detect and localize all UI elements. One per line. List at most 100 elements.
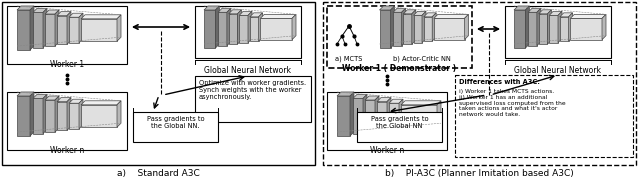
- Polygon shape: [239, 11, 252, 15]
- Polygon shape: [69, 13, 83, 17]
- Polygon shape: [528, 8, 541, 12]
- Bar: [389, 103, 399, 129]
- Polygon shape: [434, 14, 468, 18]
- Polygon shape: [218, 8, 231, 12]
- Bar: [33, 12, 43, 48]
- Bar: [365, 100, 375, 132]
- Polygon shape: [525, 6, 529, 48]
- Polygon shape: [117, 101, 121, 127]
- Bar: [377, 102, 387, 130]
- Text: Global Neural Network: Global Neural Network: [515, 66, 602, 75]
- Polygon shape: [570, 14, 606, 18]
- Bar: [218, 12, 227, 46]
- Bar: [327, 6, 472, 68]
- Bar: [45, 14, 55, 46]
- Bar: [195, 6, 301, 58]
- Polygon shape: [402, 8, 406, 46]
- Polygon shape: [81, 15, 121, 19]
- Polygon shape: [424, 13, 436, 17]
- Polygon shape: [292, 14, 296, 40]
- Bar: [327, 92, 447, 150]
- Bar: [403, 14, 412, 44]
- Bar: [380, 10, 390, 48]
- Polygon shape: [568, 13, 573, 41]
- Polygon shape: [389, 99, 403, 103]
- Polygon shape: [55, 10, 59, 46]
- Bar: [69, 103, 79, 129]
- Text: a)    Standard A3C: a) Standard A3C: [117, 169, 200, 177]
- Polygon shape: [17, 92, 34, 96]
- Bar: [69, 17, 79, 43]
- Polygon shape: [549, 11, 562, 15]
- Text: i) Worker 1 takes MCTS actions.
ii) Worker 1 has an additional
supervised loss c: i) Worker 1 takes MCTS actions. ii) Work…: [459, 89, 566, 117]
- Bar: [549, 15, 558, 43]
- Bar: [528, 12, 537, 46]
- Polygon shape: [558, 11, 562, 43]
- Polygon shape: [602, 14, 606, 40]
- Polygon shape: [337, 92, 354, 96]
- Bar: [33, 98, 43, 134]
- Bar: [401, 105, 437, 127]
- Bar: [250, 17, 259, 41]
- Bar: [45, 100, 55, 132]
- Bar: [133, 112, 218, 142]
- Text: Pass gradients to
the Global NN: Pass gradients to the Global NN: [371, 116, 428, 129]
- Polygon shape: [422, 11, 426, 43]
- Polygon shape: [79, 99, 83, 129]
- Polygon shape: [30, 92, 34, 136]
- Bar: [17, 10, 30, 50]
- Bar: [455, 75, 633, 157]
- Text: Worker n: Worker n: [50, 146, 84, 155]
- Bar: [2, 2, 315, 165]
- Bar: [323, 2, 636, 165]
- Polygon shape: [79, 13, 83, 43]
- Polygon shape: [45, 10, 59, 14]
- Text: Optimize with worker gradients.
Synch weights with the worker
asynchronously.: Optimize with worker gradients. Synch we…: [199, 80, 306, 100]
- Polygon shape: [403, 10, 416, 14]
- Bar: [195, 76, 311, 122]
- Bar: [17, 96, 30, 136]
- Polygon shape: [401, 101, 441, 105]
- Bar: [260, 18, 292, 40]
- Bar: [570, 18, 602, 40]
- Polygon shape: [465, 14, 468, 40]
- Polygon shape: [413, 11, 426, 15]
- Polygon shape: [547, 10, 552, 44]
- Bar: [393, 12, 402, 46]
- Polygon shape: [204, 6, 220, 10]
- Text: Worker 1: Worker 1: [50, 60, 84, 69]
- Polygon shape: [237, 10, 241, 44]
- Polygon shape: [250, 13, 262, 17]
- Text: Worker n: Worker n: [370, 146, 404, 155]
- Bar: [539, 14, 547, 44]
- Text: Differences with A3C:: Differences with A3C:: [459, 79, 540, 85]
- Bar: [81, 105, 117, 127]
- Polygon shape: [30, 6, 34, 50]
- Polygon shape: [57, 98, 71, 102]
- Bar: [81, 19, 117, 41]
- Polygon shape: [69, 99, 83, 103]
- Polygon shape: [67, 98, 71, 130]
- Bar: [57, 102, 67, 130]
- Polygon shape: [380, 6, 394, 10]
- Polygon shape: [390, 6, 394, 48]
- Polygon shape: [33, 94, 47, 98]
- Bar: [57, 16, 67, 44]
- Text: Worker 1 ( Demonstrator ): Worker 1 ( Demonstrator ): [342, 64, 456, 73]
- Polygon shape: [216, 6, 220, 48]
- Polygon shape: [55, 96, 59, 132]
- Bar: [434, 18, 465, 40]
- Polygon shape: [393, 8, 406, 12]
- Bar: [204, 10, 216, 48]
- Bar: [357, 112, 442, 142]
- Bar: [7, 6, 127, 64]
- Polygon shape: [260, 14, 296, 18]
- Polygon shape: [81, 101, 121, 105]
- Polygon shape: [117, 15, 121, 41]
- Polygon shape: [43, 8, 47, 48]
- Bar: [514, 10, 525, 48]
- Polygon shape: [45, 96, 59, 100]
- Polygon shape: [33, 8, 47, 12]
- Bar: [7, 92, 127, 150]
- Polygon shape: [363, 94, 367, 134]
